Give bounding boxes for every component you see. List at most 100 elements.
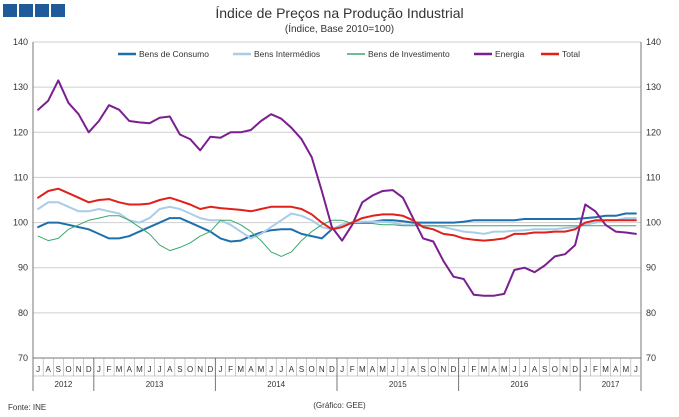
y-tick-left-80: 80 [18, 308, 28, 318]
month-label-8: M [116, 365, 123, 374]
month-label-52: N [562, 365, 568, 374]
year-label-2015: 2015 [389, 380, 407, 389]
month-label-45: A [491, 365, 497, 374]
y-tick-right-80: 80 [646, 308, 656, 318]
month-label-37: A [410, 365, 416, 374]
y-tick-right-120: 120 [646, 127, 661, 137]
month-label-39: O [430, 365, 436, 374]
month-label-17: D [207, 365, 213, 374]
month-label-32: M [359, 365, 366, 374]
month-label-28: N [319, 365, 325, 374]
month-label-41: D [451, 365, 457, 374]
month-label-1: A [46, 365, 52, 374]
logo-block-1 [3, 4, 17, 17]
month-label-15: O [187, 365, 193, 374]
month-label-0: J [36, 365, 40, 374]
y-tick-right-100: 100 [646, 218, 661, 228]
month-label-44: M [481, 365, 488, 374]
month-label-43: F [471, 365, 476, 374]
month-label-7: F [107, 365, 112, 374]
y-tick-right-110: 110 [646, 172, 660, 182]
series-line-3 [37, 79, 637, 297]
month-label-3: O [65, 365, 71, 374]
logo-block-3 [35, 4, 49, 17]
month-label-5: D [86, 365, 92, 374]
year-label-2016: 2016 [511, 380, 529, 389]
month-label-29: D [329, 365, 335, 374]
month-label-24: J [279, 365, 283, 374]
month-label-47: J [512, 365, 516, 374]
month-label-33: A [370, 365, 376, 374]
month-label-42: J [462, 365, 466, 374]
y-tick-right-130: 130 [646, 82, 661, 92]
month-label-18: J [218, 365, 222, 374]
y-tick-right-70: 70 [646, 353, 656, 363]
month-label-21: A [248, 365, 254, 374]
y-tick-left-100: 100 [13, 218, 28, 228]
month-label-56: M [602, 365, 609, 374]
month-label-38: S [420, 365, 425, 374]
month-label-4: N [76, 365, 82, 374]
month-label-46: M [501, 365, 508, 374]
month-label-48: J [522, 365, 526, 374]
month-label-10: M [136, 365, 143, 374]
chart-title: Índice de Preços na Produção Industrial [215, 5, 464, 21]
y-tick-left-140: 140 [13, 37, 28, 47]
month-label-59: J [634, 365, 638, 374]
y-tick-left-130: 130 [13, 82, 28, 92]
month-label-53: D [572, 365, 578, 374]
y-tick-right-90: 90 [646, 263, 656, 273]
legend-label-3: Energia [495, 49, 525, 59]
month-label-14: S [177, 365, 182, 374]
legend-label-1: Bens Intermédios [254, 49, 320, 59]
legend-label-4: Total [562, 49, 580, 59]
month-label-30: J [340, 365, 344, 374]
month-label-31: F [350, 365, 355, 374]
series-line-4 [37, 187, 637, 242]
month-label-25: A [289, 365, 295, 374]
month-label-20: M [237, 365, 244, 374]
month-label-57: A [613, 365, 619, 374]
month-label-13: A [167, 365, 173, 374]
month-label-50: S [542, 365, 547, 374]
month-label-16: N [197, 365, 203, 374]
logo-block-4 [51, 4, 65, 17]
year-label-2012: 2012 [55, 380, 73, 389]
series-line-1 [37, 201, 637, 240]
chart-subtitle: (Índice, Base 2010=100) [284, 24, 395, 35]
month-label-26: S [299, 365, 304, 374]
month-label-6: J [97, 365, 101, 374]
y-tick-left-110: 110 [14, 172, 28, 182]
month-label-2: S [56, 365, 61, 374]
month-label-12: J [158, 365, 162, 374]
year-label-2014: 2014 [267, 380, 285, 389]
series-line-2 [37, 215, 637, 257]
year-label-2013: 2013 [146, 380, 164, 389]
month-label-40: N [441, 365, 447, 374]
legend-label-2: Bens de Investimento [368, 49, 450, 59]
logo-block-2 [19, 4, 33, 17]
month-label-22: M [258, 365, 265, 374]
y-tick-left-70: 70 [18, 353, 28, 363]
month-label-11: J [148, 365, 152, 374]
month-label-19: F [228, 365, 233, 374]
month-label-35: J [391, 365, 395, 374]
footer-credit: (Gráfico: GEE) [313, 401, 366, 410]
month-label-36: J [401, 365, 405, 374]
y-tick-right-140: 140 [646, 37, 661, 47]
month-label-58: M [622, 365, 629, 374]
month-label-9: A [127, 365, 133, 374]
month-label-27: O [309, 365, 315, 374]
legend-label-0: Bens de Consumo [139, 49, 209, 59]
year-label-2017: 2017 [602, 380, 620, 389]
month-label-49: A [532, 365, 538, 374]
y-tick-left-120: 120 [13, 127, 28, 137]
month-label-54: J [583, 365, 587, 374]
month-label-23: J [269, 365, 273, 374]
month-label-55: F [593, 365, 598, 374]
y-tick-left-90: 90 [18, 263, 28, 273]
footer-source: Fonte: INE [8, 403, 47, 412]
month-label-51: O [552, 365, 558, 374]
month-label-34: M [379, 365, 386, 374]
